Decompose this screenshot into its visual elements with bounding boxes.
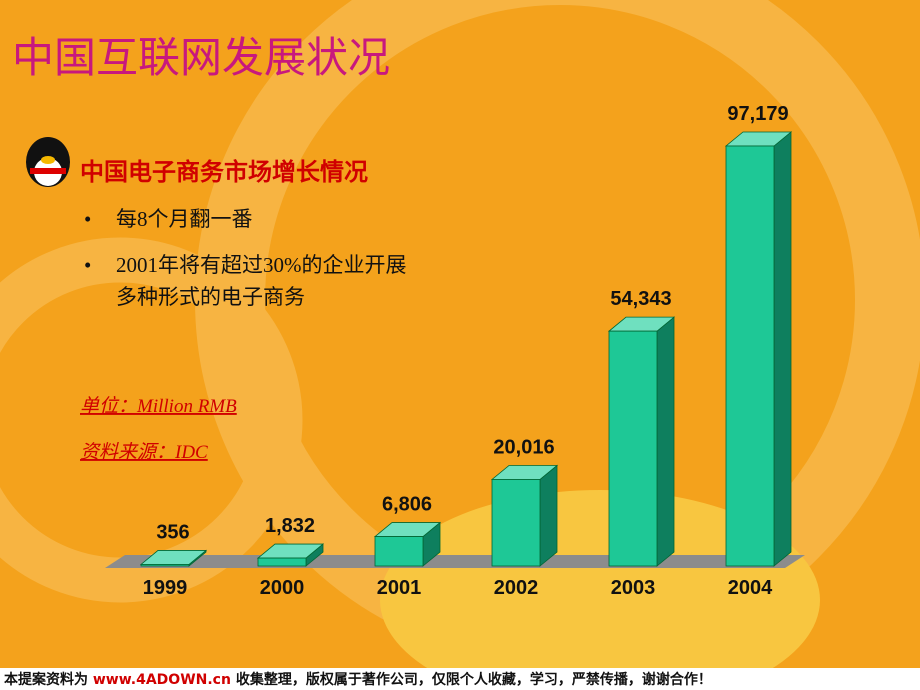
unit-note: 单位：Million RMB	[80, 395, 237, 417]
category-label: 2002	[494, 577, 539, 599]
category-label: 2001	[377, 577, 422, 599]
decor	[0, 237, 303, 603]
penguin-icon	[26, 137, 70, 187]
value-label: 54,343	[610, 288, 671, 310]
value-label: 97,179	[727, 103, 788, 125]
decor	[380, 490, 820, 690]
category-label: 1999	[143, 577, 188, 599]
value-label: 356	[156, 521, 189, 543]
bar	[491, 479, 541, 567]
bar-side	[773, 131, 792, 567]
slide-title: 中国互联网发展状况	[12, 33, 390, 82]
bar	[608, 330, 658, 567]
bar-side	[656, 316, 675, 567]
category-label: 2003	[611, 577, 656, 599]
bullet: 2001年将有超过30%的企业开展	[116, 253, 407, 277]
value-label: 6,806	[382, 494, 432, 516]
bullet: 多种形式的电子商务	[116, 285, 305, 309]
footer-url: www.4ADOWN.cn	[93, 672, 231, 688]
footer-text: 收集整理，版权属于著作公司，仅限个人收藏，学习，严禁传播，谢谢合作！	[231, 671, 712, 688]
chart-floor	[105, 555, 805, 568]
value-label: 20,016	[493, 436, 554, 458]
value-label: 1,832	[265, 515, 315, 537]
bullet: 每8个月翻一番	[116, 207, 253, 231]
bullet-mark: •	[84, 253, 91, 277]
subtitle: 中国电子商务市场增长情况	[80, 158, 368, 186]
category-label: 2004	[728, 577, 773, 599]
bullet-mark: •	[84, 207, 91, 231]
footer: 本提案资料为 www.4ADOWN.cn 收集整理，版权属于著作公司，仅限个人收…	[4, 671, 712, 688]
bar	[374, 536, 424, 567]
source-note: 资料来源：IDC	[80, 442, 208, 463]
bar-side	[539, 464, 558, 567]
footer-band	[0, 668, 920, 690]
category-label: 2000	[260, 577, 305, 599]
bar	[140, 564, 190, 567]
bar	[725, 145, 775, 567]
bar	[257, 557, 307, 567]
footer-text: 本提案资料为	[4, 671, 93, 688]
